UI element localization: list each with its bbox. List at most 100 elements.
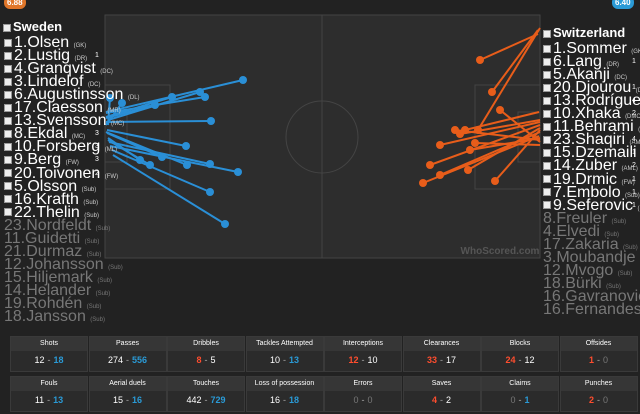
pass-line	[111, 149, 211, 193]
stat-values: 4-2	[404, 391, 480, 409]
stat-box: Claims 0-1	[481, 376, 559, 412]
stat-box: Passes 274-556	[88, 336, 167, 372]
pass-end	[488, 88, 496, 96]
pass-end	[419, 179, 427, 187]
player-row: 18.Jansson (Sub)	[4, 309, 105, 325]
player-row: 15.Dzemaili (AMC)	[543, 144, 640, 162]
pass-end	[239, 76, 247, 84]
stat-box: Loss of possession 16-18	[245, 376, 324, 412]
player-name: 12.Mvogo	[543, 261, 614, 279]
player-name: 16.Krafth	[14, 190, 79, 208]
separator: -	[126, 395, 129, 405]
player-position: (Sub)	[83, 199, 99, 206]
checkbox	[4, 143, 12, 152]
player-row: 6.Augustinsson (DL)	[4, 86, 140, 104]
pass-line	[106, 129, 187, 147]
team-label: Sweden	[13, 19, 63, 34]
away-value: 10	[367, 355, 378, 365]
home-value: 1	[588, 355, 594, 365]
watermark: WhoScored.com	[461, 246, 540, 257]
pass-line	[107, 97, 111, 126]
player-name: 13.Rodríguez	[553, 92, 640, 110]
pass-end	[207, 117, 215, 125]
checkbox	[543, 57, 551, 66]
player-name: 5.Akanji	[553, 66, 610, 84]
player-position: (Sub)	[84, 238, 100, 245]
player-row: 9.Berg (FW)	[4, 152, 79, 168]
player-row: 9.Seferovic (Sub)	[543, 196, 640, 214]
separator: -	[518, 355, 522, 365]
player-count: 1	[632, 149, 636, 157]
stat-label: Tackles Attempted	[246, 337, 323, 351]
stat-box: Touches 442-729	[167, 376, 245, 412]
player-row: 7.Embolo (Sub)	[543, 183, 640, 201]
pass-line	[439, 131, 541, 176]
player-name: 3.Lindelof	[14, 73, 84, 91]
player-position: (DC)	[614, 75, 628, 82]
home-value: 15	[112, 395, 123, 405]
away-value: 2	[446, 395, 452, 405]
player-name: 23.Nordfeldt	[4, 216, 92, 234]
stat-label: Fouls	[11, 377, 87, 391]
player-name: 2.Lustig	[14, 47, 71, 65]
player-position: (Sub)	[81, 186, 97, 193]
player-name: 15.Dzemaili	[553, 144, 637, 162]
centre-circle	[285, 100, 359, 174]
stat-values: 16-18	[247, 391, 323, 409]
player-count: 4	[632, 136, 636, 144]
player-name: 20.Djourou	[553, 79, 632, 97]
separator: -	[440, 395, 443, 405]
player-row: 10.Xhaka (DMC)	[543, 106, 640, 122]
player-row: 23.Nordfeldt (Sub)	[4, 216, 110, 234]
checkbox	[543, 136, 551, 145]
player-position: (Sub)	[108, 264, 123, 271]
pass-line	[112, 154, 226, 225]
player-name: 16.Fernandes	[543, 301, 640, 318]
checkbox	[543, 44, 551, 53]
player-count: 1	[632, 58, 636, 66]
stat-label: Blocks	[482, 337, 558, 351]
team-label: Switzerland	[553, 25, 626, 40]
away-value: 16	[132, 395, 143, 405]
checkbox	[4, 182, 12, 191]
player-position: (Sub)	[604, 231, 620, 238]
stat-values: 12-18	[11, 351, 87, 369]
player-position: (DR)	[606, 62, 620, 69]
team-name: Sweden	[3, 19, 62, 34]
player-row: 13.Svensson (MC)	[4, 113, 124, 129]
player-row: 12.Johansson (Sub)	[4, 256, 123, 272]
player-name: 6.Augustinsson	[14, 86, 124, 104]
separator: -	[518, 395, 522, 405]
away-value: 13	[53, 395, 64, 405]
away-value: 18	[53, 355, 64, 365]
checkbox	[4, 208, 12, 217]
away-value: 18	[289, 395, 300, 405]
stat-values: 8-5	[168, 351, 244, 369]
player-count: 1	[632, 188, 636, 196]
player-name: 1.Olsen	[14, 34, 70, 51]
player-row: 16.Gavranovic (Sub)	[543, 288, 640, 304]
pass-line	[107, 91, 201, 121]
player-count: 2	[95, 169, 99, 177]
checkbox	[4, 169, 12, 178]
pass-end	[196, 88, 204, 96]
player-name: 19.Drmic	[553, 170, 618, 188]
player-name: 9.Seferovic	[553, 196, 634, 214]
stat-box: Interceptions 12-10	[324, 336, 402, 372]
player-position: (Sub)	[95, 290, 111, 297]
stat-label: Offsides	[560, 337, 637, 351]
checkbox	[543, 83, 551, 92]
stat-values: 15-16	[90, 391, 166, 409]
player-row: 21.Durmaz (Sub)	[4, 243, 101, 259]
player-row: 13.Rodríguez (DL)	[543, 92, 640, 110]
pass-end	[118, 99, 126, 107]
player-name: 11.Behrami	[553, 118, 634, 136]
player-name: 6.Lang	[553, 53, 602, 71]
player-position: (FW)	[621, 179, 635, 186]
player-name: 7.Embolo	[553, 183, 621, 201]
player-position: (DMC)	[625, 114, 640, 121]
stat-values: 0-1	[482, 391, 558, 409]
checkbox	[4, 38, 12, 47]
pass-line	[479, 33, 539, 61]
